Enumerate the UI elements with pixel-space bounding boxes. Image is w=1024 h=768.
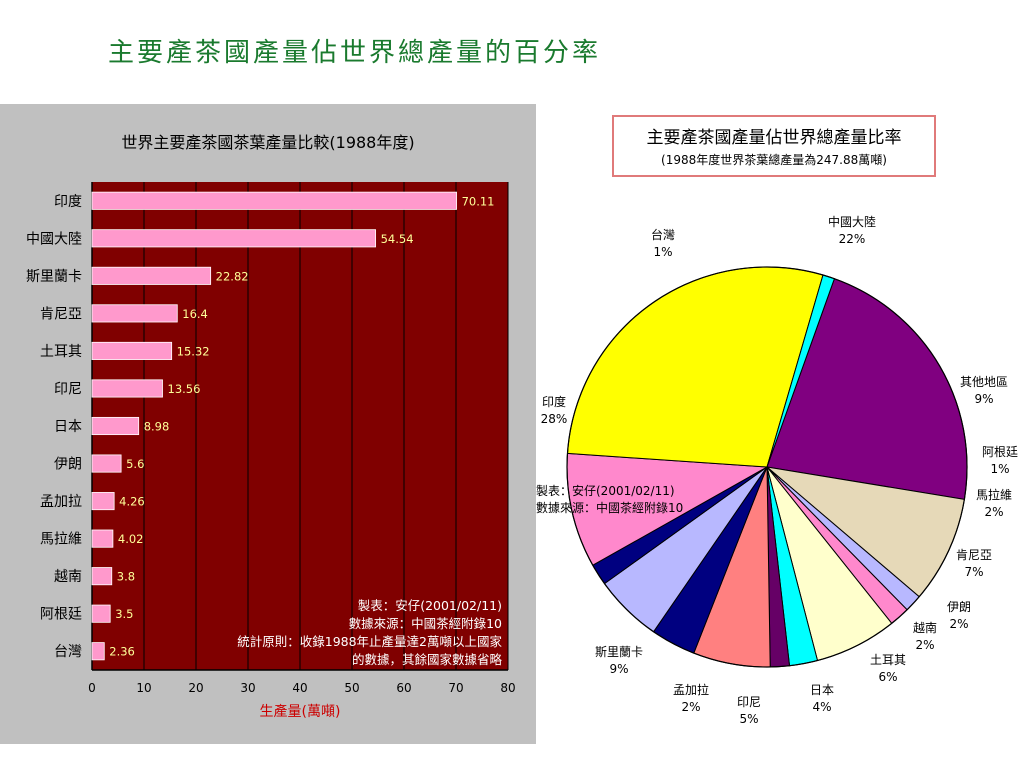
pie-annotation-line: 製表：安仔(2001/02/11) [536,483,675,498]
y-tick-label: 印尼 [54,381,82,397]
slice-percent-label: 28% [541,412,568,426]
bar [91,379,163,398]
pie-title-box: 主要產茶國產量佔世界總產量比率 (1988年度世界茶葉總產量為247.88萬噸) [612,115,936,177]
bar [91,266,212,285]
y-tick-label: 台灣 [54,644,82,660]
y-tick-label: 土耳其 [40,344,82,360]
x-tick-label: 70 [448,681,463,695]
slice-percent-label: 1% [990,462,1009,476]
bar [91,642,105,661]
slice-percent-label: 4% [812,700,831,714]
data-label: 2.36 [109,645,135,659]
pie-chart-subtitle: (1988年度世界茶葉總產量為247.88萬噸) [661,153,887,167]
bar [91,567,113,586]
y-tick-label: 斯里蘭卡 [26,269,82,285]
y-tick-label: 伊朗 [54,457,82,473]
bar [91,229,377,248]
x-tick-label: 40 [292,681,307,695]
y-tick-label: 日本 [54,419,82,435]
slice-name-label: 肯尼亞 [956,548,992,562]
slice-name-label: 印尼 [737,695,761,709]
data-label: 13.56 [168,382,201,396]
slice-percent-label: 7% [964,565,983,579]
slice-name-label: 其他地區 [960,375,1008,389]
slice-percent-label: 2% [984,505,1003,519]
bar [91,604,111,623]
data-label: 3.5 [115,607,133,621]
x-tick-label: 10 [136,681,151,695]
annotation-line: 製表：安仔(2001/02/11) [358,598,502,613]
y-tick-label: 越南 [54,569,82,585]
pie-chart: 中國大陸 22% 其他地區 9% 阿根廷 1% 馬拉維 2% 肯尼亞 7% 伊朗 2% 越南 2% 土耳其 6… [536,214,1018,726]
annotation-line: 統計原則：收錄1988年止產量達2萬噸以上國家 [237,634,502,649]
y-tick-label: 印度 [54,194,82,210]
slice-percent-label: 2% [681,700,700,714]
slice-name-label: 印度 [542,394,566,409]
slice-percent-label: 9% [609,662,628,676]
slice-percent-label: 1% [653,245,672,259]
bar-chart-title: 世界主要產茶國茶葉產量比較(1988年度) [121,133,414,152]
slice-name-label: 越南 [913,620,937,635]
x-tick-label: 80 [500,681,515,695]
bar [91,454,122,473]
slice-name-label: 馬拉維 [976,487,1012,502]
data-label: 4.26 [119,495,145,509]
data-label: 22.82 [216,269,249,283]
slice-name-label: 台灣 [651,227,675,242]
x-tick-label: 60 [396,681,411,695]
y-tick-label: 馬拉維 [40,532,82,548]
slice-name-label: 伊朗 [947,600,971,614]
slide-title: 主要產茶國產量佔世界總產量的百分率 [108,38,602,68]
x-tick-label: 0 [88,681,96,695]
slice-name-label: 日本 [810,683,834,697]
data-label: 5.6 [126,457,144,471]
slice-percent-label: 6% [878,670,897,684]
bar [91,341,173,360]
y-tick-label: 孟加拉 [40,494,82,510]
slice-percent-label: 2% [949,617,968,631]
bar-chart: 世界主要產茶國茶葉產量比較(1988年度) 0 10 20 30 40 50 60 70 80 印度… [26,133,516,720]
bar [91,529,114,548]
data-label: 15.32 [177,344,210,358]
y-tick-label: 肯尼亞 [40,306,82,322]
slice-name-label: 斯里蘭卡 [595,645,643,659]
slice-percent-label: 2% [915,638,934,652]
slice-name-label: 土耳其 [870,653,906,667]
annotation-line: 數據來源：中國茶經附錄10 [349,616,502,631]
slice-name-label: 孟加拉 [673,682,709,697]
x-axis-title: 生產量(萬噸) [260,703,341,720]
annotation-line: 的數據，其餘國家數據省略 [352,652,503,667]
data-label: 3.8 [117,570,135,584]
data-label: 8.98 [144,420,170,434]
pie-annotation-line: 數據來源：中國茶經附錄10 [536,500,683,515]
pie-chart-title: 主要產茶國產量佔世界總產量比率 [646,128,902,148]
y-tick-label: 中國大陸 [26,231,82,247]
x-tick-label: 50 [344,681,359,695]
data-label: 4.02 [118,532,144,546]
slice-percent-label: 22% [839,232,866,246]
slice-name-label: 阿根廷 [982,445,1018,459]
y-tick-label: 阿根廷 [40,607,82,623]
data-label: 54.54 [381,232,414,246]
pie-chart-panel: 中國大陸 22% 其他地區 9% 阿根廷 1% 馬拉維 2% 肯尼亞 7% 伊朗 2% 越南 2% 土耳其 6… [536,104,1024,744]
data-label: 70.11 [462,194,495,208]
bar [91,191,457,210]
x-tick-label: 30 [240,681,255,695]
slice-percent-label: 9% [974,392,993,406]
bar [91,492,115,511]
bar-chart-panel: 世界主要產茶國茶葉產量比較(1988年度) 0 10 20 30 40 50 60 70 80 印度… [0,104,536,744]
x-tick-label: 20 [188,681,203,695]
bar [91,416,140,436]
pie-outline [566,266,968,668]
data-label: 16.4 [182,307,208,321]
slice-name-label: 中國大陸 [828,214,876,229]
bar [91,304,178,323]
slice-percent-label: 5% [739,712,758,726]
